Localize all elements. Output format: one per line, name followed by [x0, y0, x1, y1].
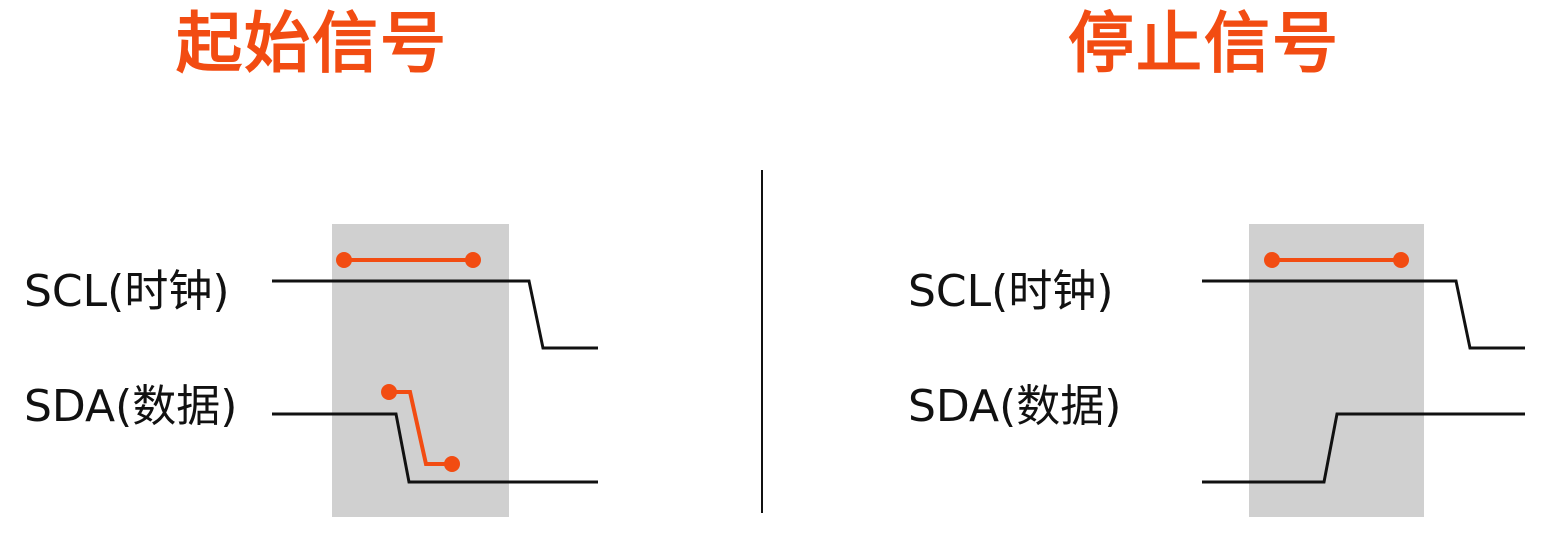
start-signal-title: 起始信号 [176, 5, 448, 82]
start-sda-marker-dot-bottom [444, 456, 460, 472]
start-scl-marker-dot-right [465, 252, 481, 268]
start-sda-waveform [272, 412, 598, 484]
start-sda-label: SDA(数据) [24, 381, 238, 432]
stop-sda-label: SDA(数据) [908, 381, 1122, 432]
start-scl-label: SCL(时钟) [24, 266, 230, 317]
stop-scl-label: SCL(时钟) [908, 266, 1114, 317]
stop-highlight-region [1249, 224, 1424, 517]
start-sda-falling-marker [389, 390, 452, 466]
start-highlight-region [332, 224, 509, 517]
stop-signal-title: 停止信号 [1068, 5, 1340, 82]
start-sda-marker-dot-top [381, 384, 397, 400]
start-scl-waveform [272, 279, 598, 350]
stop-scl-marker-dot-right [1393, 252, 1409, 268]
stop-sda-waveform [1202, 412, 1525, 484]
stop-scl-waveform [1202, 279, 1525, 350]
start-scl-marker-dot-left [336, 252, 352, 268]
stop-scl-marker-dot-left [1264, 252, 1280, 268]
